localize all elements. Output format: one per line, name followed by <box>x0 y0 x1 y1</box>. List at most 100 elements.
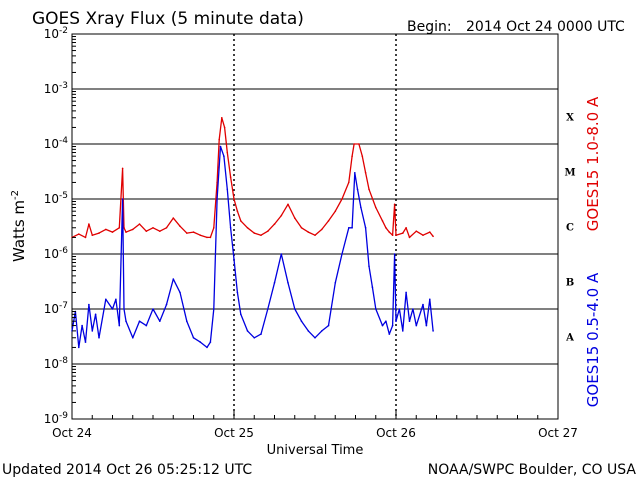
data-point <box>199 341 202 343</box>
data-point <box>364 172 367 174</box>
data-point <box>78 233 80 235</box>
data-point <box>348 227 350 229</box>
data-point <box>78 346 80 349</box>
y-tick-label: 10-9 <box>44 411 69 426</box>
series-line <box>71 117 434 239</box>
data-series <box>71 117 434 349</box>
flare-class-label: X <box>566 113 574 124</box>
data-point <box>405 291 407 294</box>
data-point <box>321 228 323 231</box>
credit-text: NOAA/SWPC Boulder, CO USA <box>428 462 637 478</box>
data-point <box>361 155 364 157</box>
data-point <box>273 282 276 284</box>
series-2 <box>71 145 434 349</box>
data-point <box>199 234 202 236</box>
data-point <box>422 234 424 236</box>
data-point <box>233 258 235 261</box>
data-point <box>393 203 396 206</box>
data-point <box>415 230 418 232</box>
data-point <box>132 228 134 231</box>
data-point <box>209 341 212 343</box>
data-point <box>307 330 310 332</box>
data-point <box>192 337 195 339</box>
data-point <box>260 333 262 335</box>
data-point <box>186 232 188 234</box>
data-point <box>360 206 362 209</box>
flare-class-labels: A B C M X <box>564 113 575 344</box>
flare-class-label: A <box>565 333 574 344</box>
data-point <box>98 232 100 234</box>
data-point <box>388 231 391 233</box>
data-point <box>353 143 355 145</box>
data-point <box>88 223 90 225</box>
data-point <box>381 220 384 222</box>
begin-label: Begin: <box>407 19 452 35</box>
data-point <box>408 320 411 323</box>
data-point <box>398 308 401 310</box>
y-tick-label: 10-3 <box>44 81 68 96</box>
data-point <box>206 346 208 349</box>
y-tick-label: 10-6 <box>44 246 69 261</box>
data-point <box>429 298 431 301</box>
data-point <box>432 330 434 332</box>
x-axis-label: Universal Time <box>267 443 364 458</box>
data-point <box>172 217 175 219</box>
data-point <box>138 223 141 225</box>
flare-class-label: C <box>566 223 574 234</box>
data-point <box>334 210 337 212</box>
data-point <box>327 220 330 222</box>
data-point <box>294 217 296 219</box>
y-tick-label: 10-7 <box>44 301 68 316</box>
data-point <box>138 320 141 323</box>
flare-class-label: B <box>566 278 574 289</box>
y-tick-label: 10-8 <box>44 356 69 371</box>
data-point <box>125 320 127 323</box>
data-point <box>341 253 343 255</box>
data-point <box>192 231 195 233</box>
data-point <box>388 333 391 335</box>
data-point <box>402 330 404 332</box>
data-point <box>368 188 370 191</box>
series-1 <box>71 117 434 239</box>
data-point <box>105 298 107 301</box>
series-line <box>71 145 434 349</box>
data-point <box>152 227 154 229</box>
data-point <box>229 176 232 178</box>
data-point <box>118 324 121 327</box>
data-point <box>422 303 424 306</box>
data-point <box>314 234 316 236</box>
y-tick-label: 10-2 <box>44 26 68 41</box>
data-point <box>253 337 256 339</box>
data-point <box>425 324 428 327</box>
data-point <box>287 282 289 284</box>
updated-timestamp: Updated 2014 Oct 26 05:25:12 UTC <box>2 462 252 478</box>
data-point <box>145 230 148 232</box>
data-point <box>300 227 303 229</box>
data-point <box>405 227 407 229</box>
data-point <box>98 337 100 339</box>
data-point <box>395 234 397 236</box>
y-axis-ticks: 10-9 10-8 10-7 10-6 10-5 10-4 10-3 10-2 <box>44 26 79 426</box>
data-point <box>223 126 226 129</box>
data-point <box>84 236 87 239</box>
data-point <box>94 313 97 316</box>
data-point <box>280 253 283 255</box>
flare-class-label: M <box>564 168 575 179</box>
data-point <box>246 330 249 332</box>
data-point <box>371 286 374 288</box>
data-point <box>236 210 239 212</box>
data-point <box>327 324 330 327</box>
data-point <box>321 330 323 332</box>
data-point <box>115 298 117 301</box>
data-point <box>375 308 377 310</box>
data-point <box>206 236 208 239</box>
data-point <box>81 324 83 327</box>
data-point <box>111 308 114 310</box>
data-point <box>341 198 343 200</box>
data-point <box>159 320 161 323</box>
data-point <box>216 198 218 200</box>
data-point <box>395 320 397 323</box>
data-point <box>179 225 181 227</box>
data-point <box>213 227 215 229</box>
